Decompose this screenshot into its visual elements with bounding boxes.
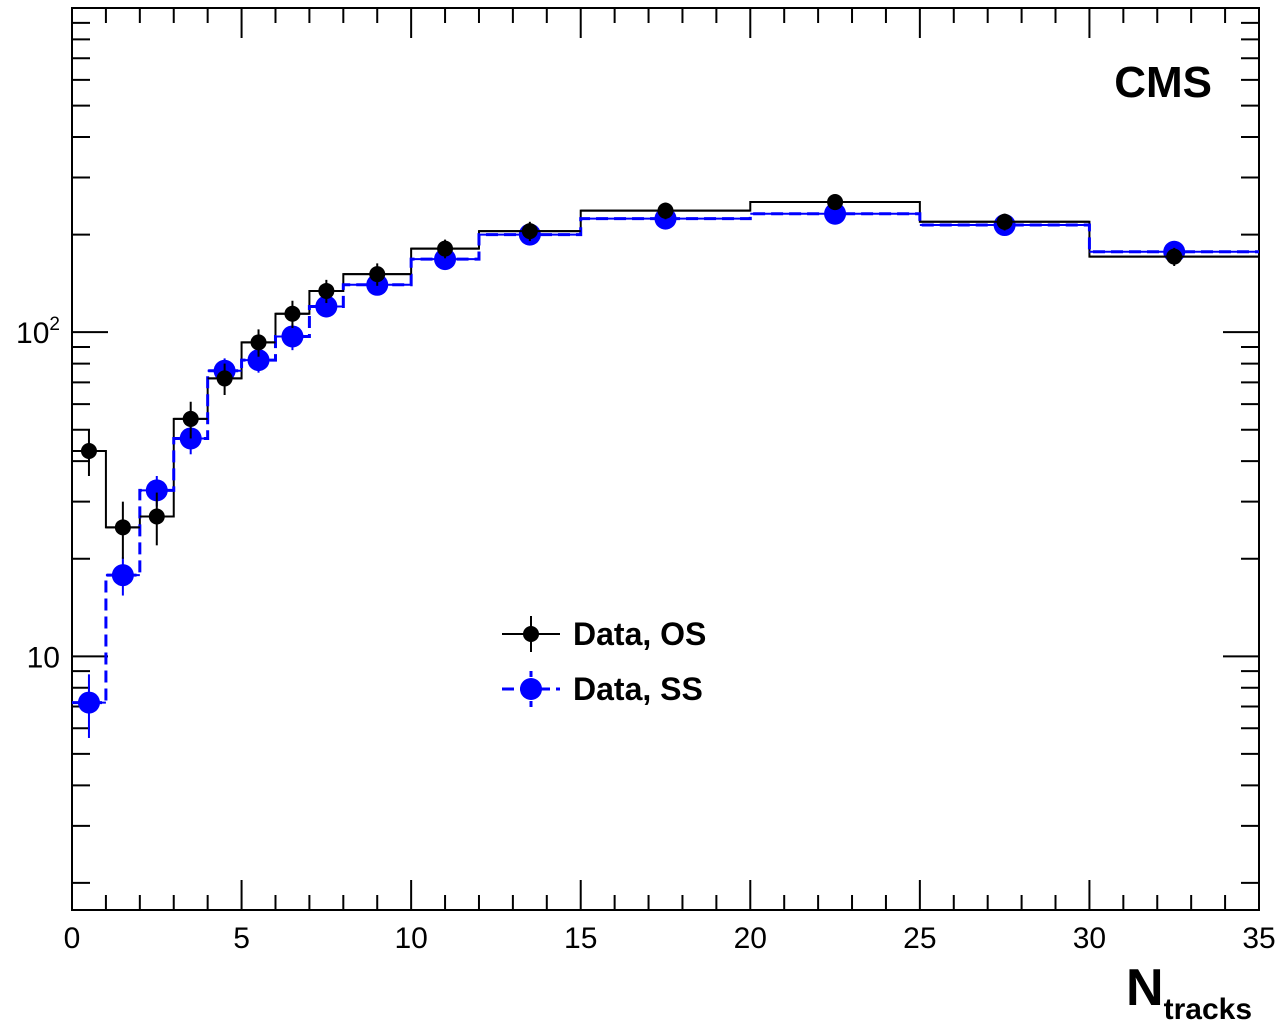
x-tick-label: 0 <box>64 922 81 955</box>
point-os <box>216 370 233 387</box>
legend-os-label: Data, OS <box>573 616 706 652</box>
legend-os-marker <box>523 626 539 642</box>
point-os <box>250 334 267 351</box>
point-os <box>996 213 1013 230</box>
point-os <box>369 266 386 283</box>
point-os <box>1166 248 1183 265</box>
x-tick-label: 5 <box>233 922 250 955</box>
point-os <box>657 202 674 219</box>
point-os <box>284 305 301 322</box>
point-os <box>182 410 199 427</box>
point-ss <box>281 325 304 348</box>
point-os <box>318 282 335 299</box>
y-tick-label-base: 10 <box>16 317 49 350</box>
point-ss <box>111 564 134 587</box>
x-tick-label: 15 <box>564 922 597 955</box>
y-tick-label-base: 10 <box>27 641 60 674</box>
point-os <box>148 508 165 525</box>
point-ss <box>247 349 270 372</box>
point-os <box>827 194 844 211</box>
legend-entry-os: Data, OS <box>502 616 706 652</box>
point-os <box>521 223 538 240</box>
point-ss <box>824 202 847 225</box>
legend: Data, OS Data, SS <box>502 616 706 707</box>
x-tick-label: 25 <box>903 922 936 955</box>
plot-frame <box>71 7 1260 911</box>
cms-label: CMS <box>1114 58 1212 107</box>
x-axis-label-sub: tracks <box>1164 993 1252 1023</box>
x-axis-label-main: N <box>1126 959 1164 1017</box>
x-tick-label: 20 <box>734 922 767 955</box>
point-os <box>437 240 454 257</box>
x-tick-label: 35 <box>1242 922 1275 955</box>
point-os <box>114 519 131 536</box>
point-ss <box>77 691 100 714</box>
y-tick-label: 10 <box>27 641 60 674</box>
x-tick-label: 30 <box>1073 922 1106 955</box>
legend-ss-marker <box>520 678 542 700</box>
y-tick-label-exponent: 2 <box>49 314 60 335</box>
point-ss <box>145 479 168 502</box>
point-ss <box>315 295 338 318</box>
x-axis-label: Ntracks <box>1126 959 1252 1023</box>
legend-ss-label: Data, SS <box>573 671 703 707</box>
x-tick-label: 10 <box>394 922 427 955</box>
plot-content <box>72 194 1259 738</box>
point-os <box>80 442 97 459</box>
y-tick-label: 102 <box>16 314 60 350</box>
legend-entry-ss: Data, SS <box>502 671 703 707</box>
